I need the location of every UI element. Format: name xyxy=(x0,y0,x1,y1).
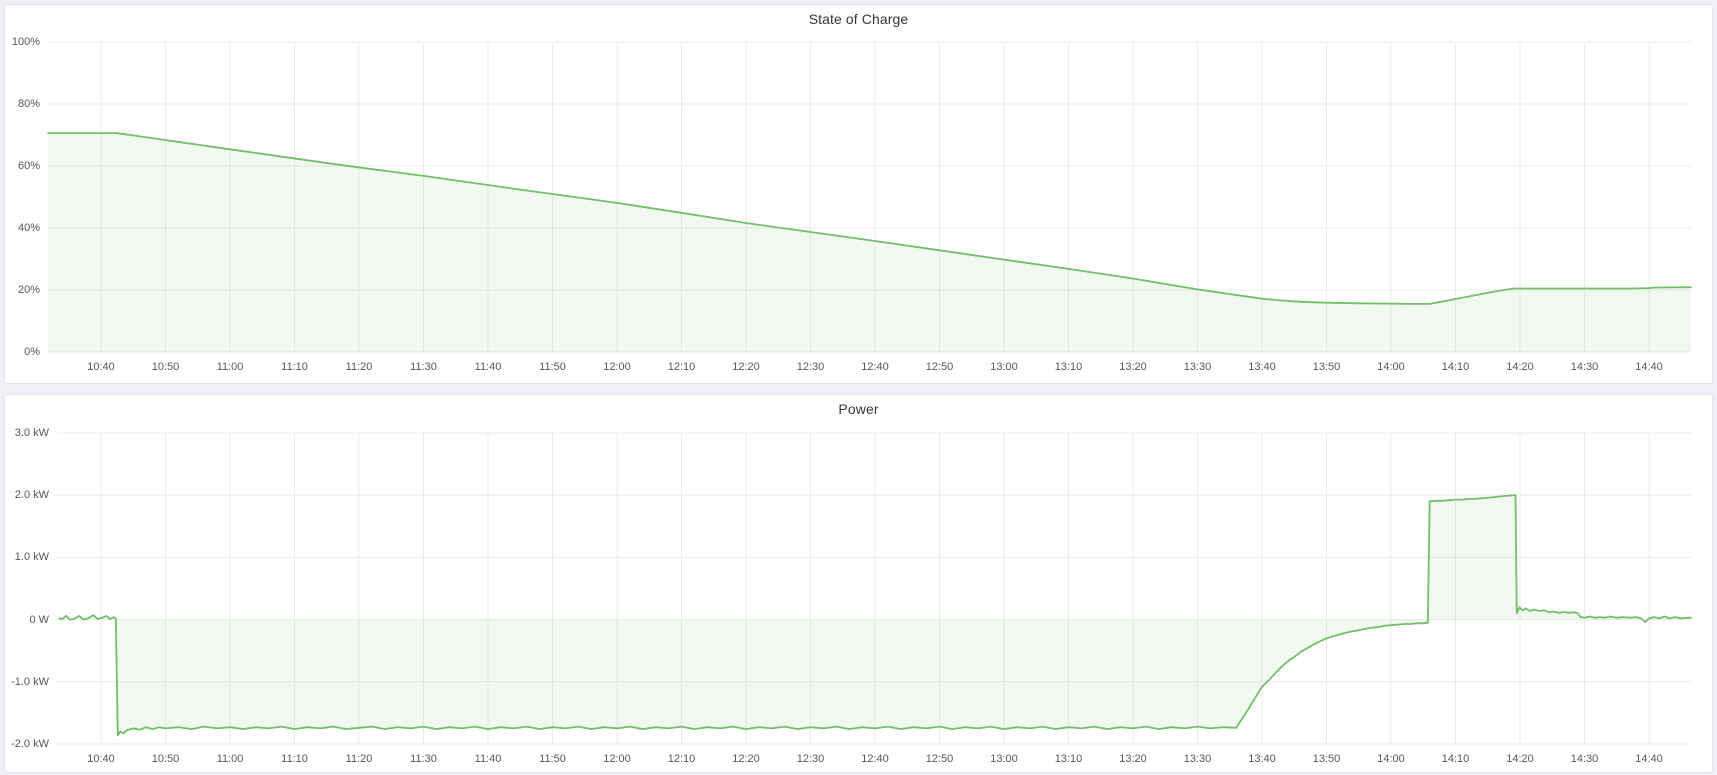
x-axis-tick-label: 14:40 xyxy=(1635,753,1663,765)
x-axis-tick-label: 11:50 xyxy=(539,361,566,373)
x-axis-tick-label: 13:10 xyxy=(1054,361,1083,373)
state-of-charge-panel: State of Charge 100% 80% 60% 40% 20% 0% 10:40 1… xyxy=(4,4,1713,384)
x-axis-tick-label: 12:10 xyxy=(667,361,696,373)
x-axis-tick-label: 14:00 xyxy=(1377,753,1405,765)
grid-lines xyxy=(48,41,1692,353)
x-axis-tick-label: 11:20 xyxy=(345,753,373,765)
x-axis-tick-label: 10:40 xyxy=(87,361,115,373)
y-axis-tick-label: 100% xyxy=(11,36,40,48)
x-axis-tick-label: 13:20 xyxy=(1119,753,1147,765)
x-axis-tick-label: 10:40 xyxy=(87,753,115,765)
state-of-charge-chart[interactable]: 100% 80% 60% 40% 20% 0% 10:40 10:50 11:00 11:10 11… xyxy=(5,5,1712,383)
x-axis-tick-label: 12:00 xyxy=(603,753,631,765)
y-axis-tick-label: -2.0 kW xyxy=(11,738,49,750)
x-axis-tick-label: 10:50 xyxy=(151,753,180,765)
x-axis-tick-label: 13:40 xyxy=(1248,361,1276,373)
x-axis-tick-label: 13:40 xyxy=(1248,753,1276,765)
x-axis-tick-label: 14:10 xyxy=(1441,361,1470,373)
x-axis-tick-label: 12:40 xyxy=(861,753,889,765)
x-axis-tick-label: 13:00 xyxy=(990,753,1018,765)
x-axis-tick-label: 14:40 xyxy=(1635,361,1663,373)
x-axis-tick-label: 13:10 xyxy=(1054,753,1083,765)
x-axis-tick-label: 11:30 xyxy=(410,361,437,373)
x-axis-tick-label: 12:00 xyxy=(603,361,631,373)
x-axis-tick-label: 11:40 xyxy=(474,753,502,765)
series-area xyxy=(59,495,1691,736)
x-axis-tick-label: 14:20 xyxy=(1506,753,1534,765)
x-axis-tick-label: 14:00 xyxy=(1377,361,1405,373)
x-axis-tick-label: 14:30 xyxy=(1570,753,1599,765)
x-axis-tick-label: 12:40 xyxy=(861,361,889,373)
x-axis-tick-label: 11:10 xyxy=(281,361,308,373)
x-axis-tick-label: 13:50 xyxy=(1312,361,1341,373)
y-axis-tick-label: 3.0 kW xyxy=(14,427,49,439)
y-axis-tick-label: 2.0 kW xyxy=(14,489,49,502)
panel-title[interactable]: Power xyxy=(838,401,879,417)
x-axis-tick-label: 12:30 xyxy=(796,361,825,373)
x-axis-tick-label: 12:30 xyxy=(796,753,825,765)
x-axis-tick-label: 11:00 xyxy=(216,361,244,373)
series-line xyxy=(58,494,1692,737)
y-axis-tick-label: 80% xyxy=(17,98,40,110)
series-line xyxy=(47,132,1692,305)
x-axis-tick-label: 13:20 xyxy=(1119,361,1147,373)
x-axis-tick-label: 11:30 xyxy=(410,753,437,765)
grid-lines xyxy=(57,432,1692,745)
y-axis-tick-label: 40% xyxy=(17,222,40,234)
y-axis-tick-label: 1.0 kW xyxy=(14,551,49,564)
y-axis-tick-label: 0% xyxy=(24,346,40,358)
x-axis-tick-label: 10:50 xyxy=(151,361,180,373)
y-axis-tick-label: 0 W xyxy=(29,613,49,626)
x-axis-tick-label: 12:20 xyxy=(732,753,760,765)
panel-title[interactable]: State of Charge xyxy=(808,11,909,27)
x-axis-tick-label: 11:10 xyxy=(281,753,308,765)
x-axis-tick-label: 13:30 xyxy=(1183,753,1212,765)
chart-canvas xyxy=(47,41,1692,353)
x-axis-tick-label: 13:50 xyxy=(1312,753,1341,765)
x-axis-tick-label: 12:10 xyxy=(667,753,696,765)
x-axis-tick-label: 14:10 xyxy=(1441,753,1470,765)
x-axis-tick-label: 11:20 xyxy=(345,361,373,373)
y-axis-tick-label: -1.0 kW xyxy=(11,675,49,688)
x-axis-tick-label: 12:20 xyxy=(732,361,760,373)
x-axis-tick-label: 11:50 xyxy=(539,753,566,765)
y-axis-tick-label: 20% xyxy=(17,284,40,296)
x-axis-tick-label: 14:30 xyxy=(1570,361,1599,373)
chart-canvas xyxy=(57,432,1692,745)
y-axis-tick-label: 60% xyxy=(17,160,40,172)
x-axis-tick-label: 13:00 xyxy=(990,361,1018,373)
x-axis-tick-label: 13:30 xyxy=(1183,361,1212,373)
power-chart[interactable]: 3.0 kW 2.0 kW 1.0 kW 0 W -1.0 kW -2.0 kW 10:40… xyxy=(5,395,1712,772)
x-axis-tick-label: 14:20 xyxy=(1506,361,1534,373)
series-area xyxy=(48,133,1691,352)
x-axis-tick-label: 11:40 xyxy=(474,361,502,373)
x-axis-tick-label: 12:50 xyxy=(925,753,954,765)
x-axis-tick-label: 12:50 xyxy=(925,361,954,373)
x-axis-tick-label: 11:00 xyxy=(216,753,244,765)
power-panel: Power 3.0 kW 2.0 kW 1.0 kW 0 W -1.0 kW -2.0 k… xyxy=(4,394,1713,773)
